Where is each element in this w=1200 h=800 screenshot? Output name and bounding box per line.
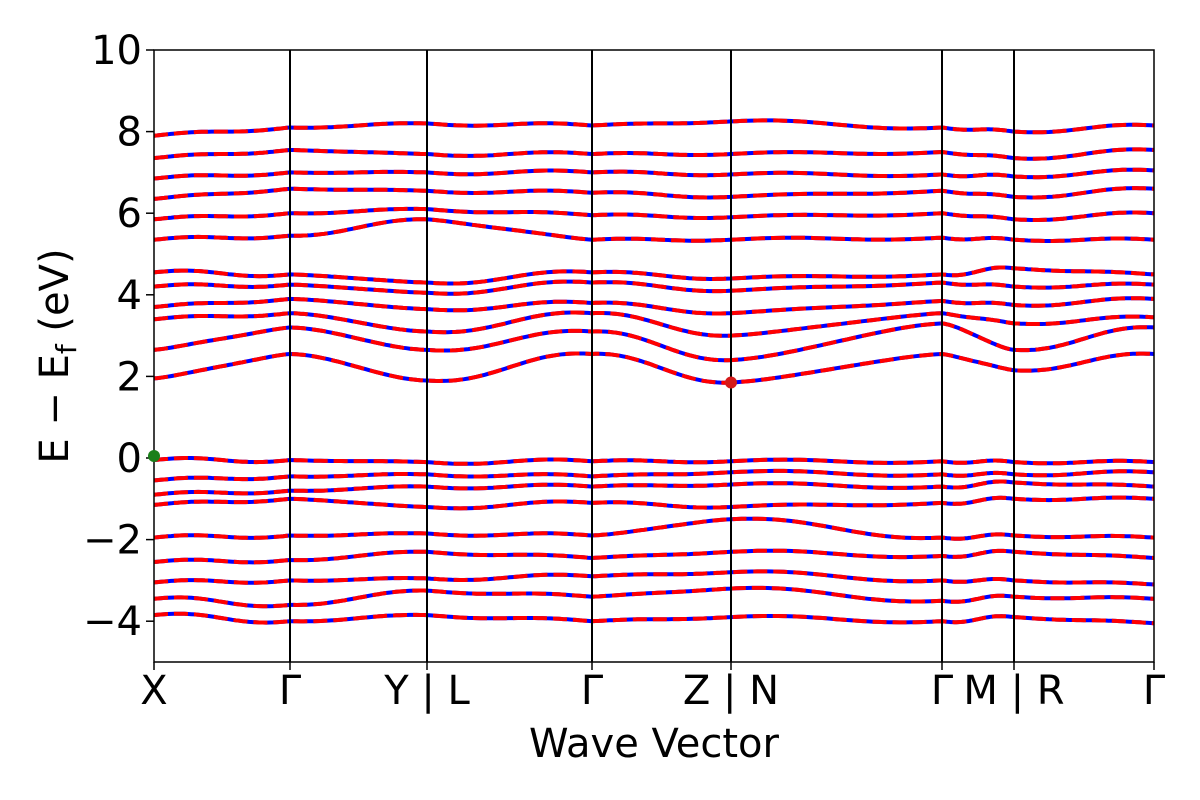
cbm-marker [725, 376, 737, 389]
band-line-red [153, 321, 1155, 363]
x-tick-label: Γ [581, 668, 604, 714]
y-axis-label: E − Ef (eV) [32, 248, 83, 463]
band-line-red [153, 479, 1155, 497]
y-tick-label: −2 [83, 518, 142, 564]
band-edge-markers [148, 376, 737, 462]
y-axis-ticks: −4 −2 0 2 4 6 8 10 [83, 28, 154, 645]
band-lines [153, 118, 1155, 626]
x-tick-label: Γ [279, 668, 302, 714]
band-line-red [153, 265, 1155, 286]
vbm-marker [148, 449, 160, 462]
band-line-red [153, 147, 1155, 161]
plot-frame [153, 49, 1155, 663]
y-tick-label: 4 [117, 273, 142, 319]
band-line-red [153, 611, 1155, 626]
band-line-red [153, 516, 1155, 541]
x-tick-label: M | R [963, 668, 1064, 714]
band-line-red [153, 495, 1155, 511]
band-line-red [153, 468, 1155, 483]
band-line-red [153, 279, 1155, 296]
x-tick-label: Γ [931, 668, 954, 714]
band-line-red [153, 585, 1155, 609]
x-tick-label: X [140, 668, 167, 714]
band-line-red [153, 186, 1155, 201]
band-line-red [153, 351, 1155, 385]
high-symmetry-lines [289, 50, 1015, 662]
x-axis-label: Wave Vector [529, 721, 780, 767]
x-tick-label: Γ [1143, 668, 1166, 714]
y-tick-label: 10 [91, 28, 142, 74]
band-line-red [153, 217, 1155, 243]
band-line-red [153, 296, 1155, 316]
x-tick-label: Z | N [683, 668, 779, 714]
band-line-red [153, 456, 1155, 466]
band-line-red [153, 569, 1155, 587]
band-line-red [153, 206, 1155, 222]
band-line-red [153, 167, 1155, 181]
band-line-red [153, 118, 1155, 138]
y-tick-label: 6 [117, 191, 142, 237]
x-tick-label: Y | L [383, 668, 470, 714]
y-tick-label: 2 [117, 354, 142, 400]
y-tick-label: −4 [83, 599, 142, 645]
band-line-red [153, 548, 1155, 565]
band-line-red [153, 310, 1155, 338]
y-tick-label: 8 [117, 110, 142, 156]
y-tick-label: 0 [117, 436, 142, 482]
